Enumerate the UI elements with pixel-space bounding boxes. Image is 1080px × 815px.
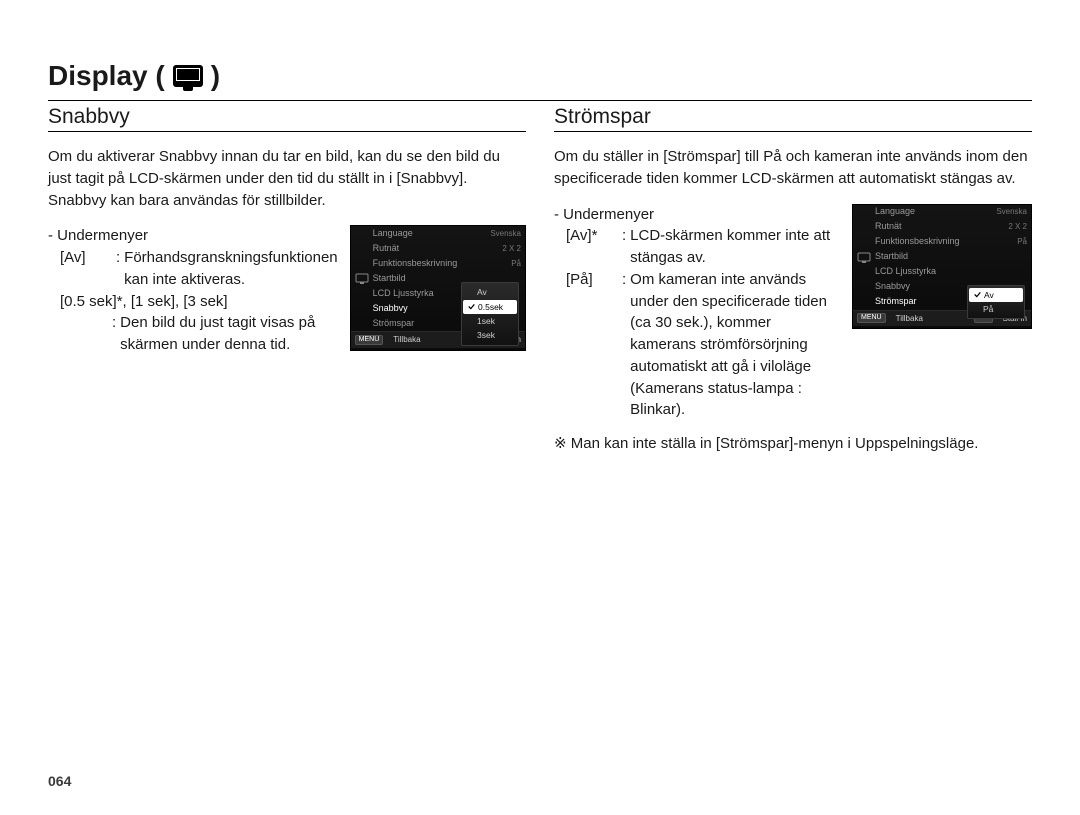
cam-menu-value: På [511,258,521,270]
def-val: Om kameran inte används under den specif… [630,269,840,421]
def-sep: : [112,312,116,356]
cam-menu-row: Startbild [853,250,1031,265]
cam-popup-row: På [968,302,1024,316]
cam-menu-label: LCD Ljusstyrka [875,265,1027,278]
def-sep: : [622,225,626,269]
cam-popup-label: 0.5sek [478,301,503,313]
cam-popup-row: Av [462,285,518,299]
cam-popup-row: Av [969,288,1023,302]
right-column: Strömspar Om du ställer in [Strömspar] t… [554,105,1032,455]
cam-menu-label: Language [373,227,491,240]
def-val: Förhandsgranskningsfunktionen kan inte a… [124,247,337,291]
page-number: 064 [48,773,71,789]
cam-menu-label: Language [875,205,996,218]
def-val: LCD-skärmen kommer inte att stängas av. [630,225,840,269]
cam-popup-label: På [983,303,993,315]
cam-footer-label: Tillbaka [393,334,420,346]
title-rule [48,100,1032,101]
cam-menu-row: FunktionsbeskrivningPå [853,235,1031,250]
cam-menu-label: Startbild [875,250,1027,263]
cam-popup-label: 1sek [477,315,495,327]
left-cam-screenshot: LanguageSvenskaRutnät2 X 2Funktionsbeskr… [350,225,526,351]
cam-menu-row: LanguageSvenska [351,226,525,241]
def-key: [0.5 sek]*, [1 sek], [3 sek] [60,291,228,313]
right-def-0: [Av]* : LCD-skärmen kommer inte att stän… [566,225,840,269]
left-section-rule [48,131,526,132]
def-sep: : [622,269,626,421]
cam-footer-label: Tillbaka [896,313,923,325]
right-sub-text: - Undermenyer [Av]* : LCD-skärmen kommer… [554,204,840,422]
def-key: [Av]* [566,225,618,269]
cam-popup-label: 3sek [477,329,495,341]
left-def-1: [0.5 sek]*, [1 sek], [3 sek] [60,291,338,313]
left-column: Snabbvy Om du aktiverar Snabbvy innan du… [48,105,526,455]
left-sub-text: - Undermenyer [Av] : Förhandsgransknings… [48,225,338,356]
def-val: Den bild du just tagit visas på skärmen … [120,312,337,356]
left-def-2: : Den bild du just tagit visas på skärme… [60,312,338,356]
columns: Snabbvy Om du aktiverar Snabbvy innan du… [48,105,1032,455]
cam-popup-row: 3sek [462,328,518,342]
left-body: Om du aktiverar Snabbvy innan du tar en … [48,146,526,356]
right-intro: Om du ställer in [Strömspar] till På och… [554,146,1032,190]
cam-menu-label: Funktionsbeskrivning [875,235,1017,248]
right-section-rule [554,131,1032,132]
cam-popup-row: 1sek [462,314,518,328]
left-intro: Om du aktiverar Snabbvy innan du tar en … [48,146,526,211]
cam-menu-label: Rutnät [373,242,503,255]
display-icon [173,65,203,87]
def-key: [Av] [60,247,112,291]
right-note: ※ Man kan inte ställa in [Strömspar]-men… [554,433,1032,455]
left-submenu-label: - Undermenyer [48,225,338,247]
left-def-0: [Av] : Förhandsgranskningsfunktionen kan… [60,247,338,291]
cam-menu-button: MENU [857,313,886,323]
cam-menu-label: Rutnät [875,220,1008,233]
cam-menu-row: FunktionsbeskrivningPå [351,256,525,271]
right-submenu-label: - Undermenyer [554,204,840,226]
note-text: Man kan inte ställa in [Strömspar]-menyn… [571,435,979,452]
right-defs: [Av]* : LCD-skärmen kommer inte att stän… [554,225,840,421]
cam-menu-row: LanguageSvenska [853,205,1031,220]
def-sep: : [116,247,120,291]
right-def-1: [På] : Om kameran inte används under den… [566,269,840,421]
left-sub-row: - Undermenyer [Av] : Förhandsgransknings… [48,225,526,356]
check-icon [468,301,475,313]
cam-menu-row: LCD Ljusstyrka [853,265,1031,280]
def-key: [På] [566,269,618,421]
cam-popup-row: 0.5sek [463,300,517,314]
cam-display-icon [857,252,871,263]
cam-menu-value: Svenska [490,228,521,240]
title-prefix: Display ( [48,60,165,92]
cam-menu-value: 2 X 2 [1008,221,1027,233]
cam-menu-value: Svenska [996,206,1027,218]
check-icon [974,289,981,301]
right-sub-row: - Undermenyer [Av]* : LCD-skärmen kommer… [554,204,1032,422]
cam-menu-button: MENU [355,335,384,345]
cam-menu-row: Rutnät2 X 2 [853,220,1031,235]
cam-menu-row: Rutnät2 X 2 [351,241,525,256]
page-title: Display ( ) [48,60,1032,92]
note-mark: ※ [554,435,567,452]
right-cam-screenshot: LanguageSvenskaRutnät2 X 2Funktionsbeskr… [852,204,1032,330]
cam-popup: Av På [967,285,1025,320]
cam-menu-value: 2 X 2 [502,243,521,255]
cam-menu-label: Funktionsbeskrivning [373,257,512,270]
right-body: Om du ställer in [Strömspar] till På och… [554,146,1032,455]
cam-popup-label: Av [984,289,994,301]
right-section-title: Strömspar [554,105,1032,129]
title-suffix: ) [211,60,220,92]
left-section-title: Snabbvy [48,105,526,129]
cam-popup-label: Av [477,286,487,298]
left-defs: [Av] : Förhandsgranskningsfunktionen kan… [48,247,338,356]
cam-menu-value: På [1017,236,1027,248]
cam-popup: Av 0.5sek 1sek 3sek [461,282,519,345]
cam-display-icon [355,273,369,284]
